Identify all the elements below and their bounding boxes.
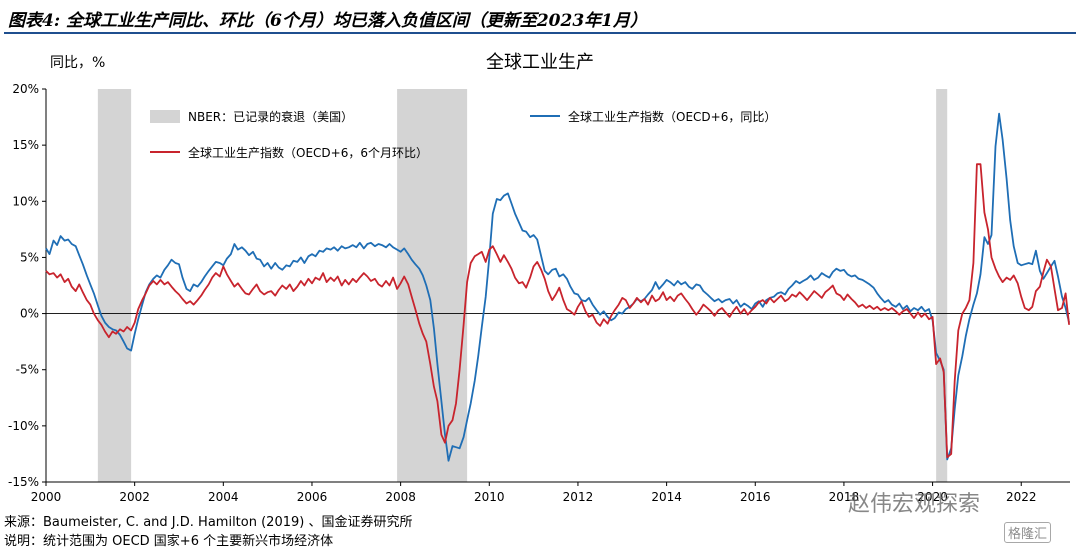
watermark-logo: 格隆汇 bbox=[1004, 522, 1052, 543]
chart-title: 全球工业生产 bbox=[486, 52, 594, 73]
x-tick-label: 2016 bbox=[740, 490, 771, 504]
x-tick-label: 2012 bbox=[563, 490, 594, 504]
y-tick-label: -15% bbox=[8, 475, 39, 489]
legend-label-6m: 全球工业生产指数（OECD+6，6个月环比） bbox=[188, 145, 428, 160]
source-note: 来源：Baumeister, C. and J.D. Hamilton (201… bbox=[4, 515, 413, 530]
x-tick-label: 2014 bbox=[651, 490, 682, 504]
x-tick-label: 2004 bbox=[208, 490, 239, 504]
x-tick-label: 2006 bbox=[297, 490, 328, 504]
legend-label-yoy: 全球工业生产指数（OECD+6，同比） bbox=[568, 109, 776, 124]
y-tick-label: 15% bbox=[12, 138, 39, 152]
series-line-yoy bbox=[45, 112, 1070, 462]
title-rule bbox=[4, 32, 1076, 34]
x-tick-label: 2022 bbox=[1006, 490, 1037, 504]
watermark-text: 赵伟宏观探索 bbox=[848, 492, 981, 517]
y-tick-label: 10% bbox=[12, 194, 39, 208]
scope-note: 说明：统计范围为 OECD 国家+6 个主要新兴市场经济体 bbox=[4, 534, 334, 549]
x-tick-label: 2010 bbox=[474, 490, 505, 504]
x-tick-label: 2020 bbox=[917, 490, 948, 504]
x-tick-label: 2000 bbox=[31, 490, 62, 504]
series-line-6m bbox=[45, 163, 1070, 459]
y-tick-label: 5% bbox=[20, 250, 39, 264]
legend-swatch-recession bbox=[150, 110, 180, 123]
x-tick-label: 2018 bbox=[829, 490, 860, 504]
y-tick-label: -5% bbox=[16, 363, 39, 377]
y-tick-label: 20% bbox=[12, 82, 39, 96]
legend-label-recession: NBER：已记录的衰退（美国） bbox=[188, 109, 353, 124]
y-tick-label: -10% bbox=[8, 419, 39, 433]
y-tick-label: 0% bbox=[20, 307, 39, 321]
x-tick-label: 2002 bbox=[119, 490, 150, 504]
unit-label: 同比，% bbox=[50, 55, 106, 71]
x-tick-label: 2008 bbox=[385, 490, 416, 504]
recession-band-3 bbox=[936, 89, 948, 482]
figure-title: 图表4: 全球工业生产同比、环比（6个月）均已落入负值区间（更新至2023年1月… bbox=[8, 11, 647, 31]
recession-band-1 bbox=[97, 89, 132, 482]
